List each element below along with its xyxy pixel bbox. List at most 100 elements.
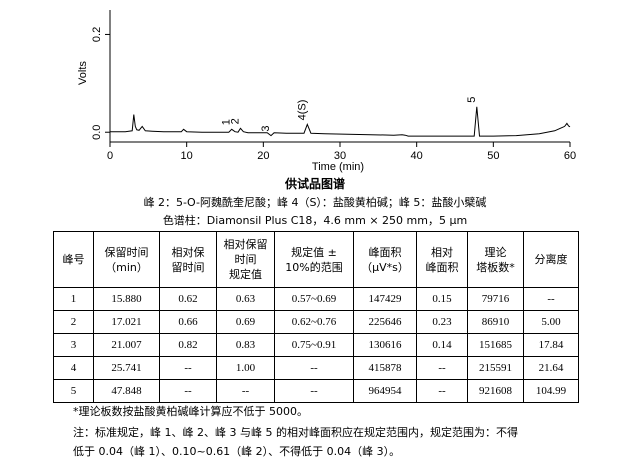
table-cell: 964954 (353, 379, 417, 403)
table-cell: 0.14 (416, 333, 468, 357)
standard-note-line-1: 注：标准规定，峰 1、峰 2、峰 3 与峰 5 的相对峰面积应在规定范围内，规定… (73, 426, 518, 439)
table-cell: -- (416, 356, 468, 380)
table-cell: -- (216, 379, 275, 403)
table-cell: 151685 (467, 333, 524, 357)
table-cell: 86910 (467, 310, 524, 334)
header-text-line: （min） (105, 260, 148, 274)
table-cell: 0.63 (216, 287, 275, 311)
header-text-line: 规定值 ± (291, 245, 337, 259)
header-text-line: 规定值 (229, 268, 262, 281)
plate-number-note: *理论板数按盐酸黄柏碱峰计算应不低于 5000。 (73, 405, 308, 418)
header-text-line: 峰号 (62, 253, 85, 266)
table-cell: 21.007 (93, 333, 160, 357)
header-text-line: 留时间 (171, 260, 205, 274)
table-cell: -- (274, 379, 354, 403)
table-cell: -- (416, 379, 468, 403)
chart-axes: 0 10 20 30 40 50 60 0.0 0.2 (91, 10, 576, 162)
table-cell: 0.23 (416, 310, 468, 334)
chromatogram-trace (110, 106, 571, 137)
header-text-line: 时间 (234, 253, 257, 266)
x-tick-label: 10 (181, 150, 193, 162)
header-text-line: 10%的范围 (285, 260, 343, 274)
header-theoretical-plates: 理论 塔板数* (467, 231, 524, 288)
table-cell: 15.880 (93, 287, 160, 311)
table-cell: 0.75~0.91 (274, 333, 354, 357)
table-cell: 225646 (353, 310, 417, 334)
peak-label: 2 (229, 118, 241, 124)
header-text-line: 保留时间 (104, 245, 149, 259)
table-cell: 79716 (467, 287, 524, 311)
header-retention-time: 保留时间 （min） (93, 231, 160, 288)
table-cell: 5 (53, 379, 94, 403)
table-cell: 0.15 (416, 287, 468, 311)
header-text-line: 理论 (484, 245, 507, 259)
table-cell: 215591 (467, 356, 524, 380)
standard-note-line-2: 低于 0.04（峰 1）、0.10~0.61（峰 2）、不得低于 0.04（峰 … (73, 445, 401, 458)
header-spec-range: 规定值 ±10%的范围 (274, 231, 354, 288)
table-cell: 130616 (353, 333, 417, 357)
peak-labels: 12 3 4(S) 5 (221, 97, 478, 132)
column-description: 色谱柱：Diamonsil Plus C18，4.6 mm × 250 mm，5… (162, 214, 468, 227)
table-cell: 0.62~0.76 (274, 310, 354, 334)
header-text-line: （μV*s） (361, 260, 409, 274)
x-axis-label: Time (min) (312, 161, 364, 173)
x-tick-label: 50 (487, 150, 499, 162)
header-text-line: 峰面积 (425, 260, 459, 274)
table-row: 3 21.007 0.82 0.83 0.75~0.91 130616 0.14 151685… (53, 333, 579, 357)
table-cell: 1.00 (216, 356, 275, 380)
header-peak-number: 峰号 (53, 231, 94, 288)
peak-label: 4(S) (296, 100, 308, 121)
header-relative-retention: 相对保 留时间 (159, 231, 217, 288)
table-cell: 25.741 (93, 356, 160, 380)
peak-label: 3 (260, 126, 272, 132)
table-cell: 0.69 (216, 310, 275, 334)
peak-label: 5 (466, 97, 478, 103)
x-tick-label: 0 (107, 150, 113, 162)
header-text-line: 相对保 (171, 245, 205, 259)
header-relative-retention-spec: 相对保留 时间 规定值 (216, 231, 275, 288)
table-cell: 47.848 (93, 379, 160, 403)
header-text-line: 相对保留 (223, 238, 268, 251)
header-resolution: 分离度 (523, 231, 579, 288)
table-cell: 1 (53, 287, 94, 311)
table-cell: 3 (53, 333, 94, 357)
table-row: 5 47.848 -- -- -- 964954 -- 921608 104.99 (53, 379, 579, 403)
header-text-line: 分离度 (534, 253, 568, 266)
peak-description: 峰 2：5-O-阿魏酰奎尼酸；峰 4（S）：盐酸黄柏碱；峰 5：盐酸小檗碱 (143, 196, 487, 209)
table-cell: 104.99 (523, 379, 579, 403)
table-cell: -- (159, 379, 217, 403)
table-cell: 0.82 (159, 333, 217, 357)
table-cell: 2 (53, 310, 94, 334)
header-text-line: 峰面积 (368, 245, 402, 259)
y-tick-label: 0.0 (91, 125, 103, 140)
table-cell: 17.84 (523, 333, 579, 357)
header-text-line: 相对 (431, 245, 453, 259)
figure-title: 供试品图谱 (284, 177, 345, 191)
x-tick-label: 30 (334, 150, 346, 162)
table-header-row: 峰号 保留时间 （min） 相对保 留时间 相对保留 时间 规定值 规定值 ±10%的范… (53, 231, 579, 288)
table-row: 1 15.880 0.62 0.63 0.57~0.69 147429 0.15 79716-… (53, 287, 579, 311)
table-cell: -- (274, 356, 354, 380)
results-table: 峰号 保留时间 （min） 相对保 留时间 相对保留 时间 规定值 规定值 ±10%的范… (53, 231, 579, 403)
table-cell: -- (523, 287, 579, 311)
table-row: 4 25.741 -- 1.00 -- 415878 -- 215591 21.64 (53, 356, 579, 380)
x-tick-label: 20 (257, 150, 269, 162)
peak-label: 1 (221, 119, 233, 125)
y-tick-label: 0.2 (91, 27, 103, 42)
header-text-line: 塔板数* (476, 260, 515, 274)
table-cell: 0.62 (159, 287, 217, 311)
table-cell: 921608 (467, 379, 524, 403)
table-cell: 415878 (353, 356, 417, 380)
table-cell: 0.83 (216, 333, 275, 357)
table-cell: -- (159, 356, 217, 380)
table-cell: 17.021 (93, 310, 160, 334)
table-cell: 5.00 (523, 310, 579, 334)
x-tick-label: 60 (564, 150, 576, 162)
table-cell: 21.64 (523, 356, 579, 380)
y-axis-label: Volts (77, 61, 89, 85)
header-peak-area: 峰面积 （μV*s） (353, 231, 417, 288)
table-cell: 0.66 (159, 310, 217, 334)
table-cell: 0.57~0.69 (274, 287, 354, 311)
table-cell: 4 (53, 356, 94, 380)
